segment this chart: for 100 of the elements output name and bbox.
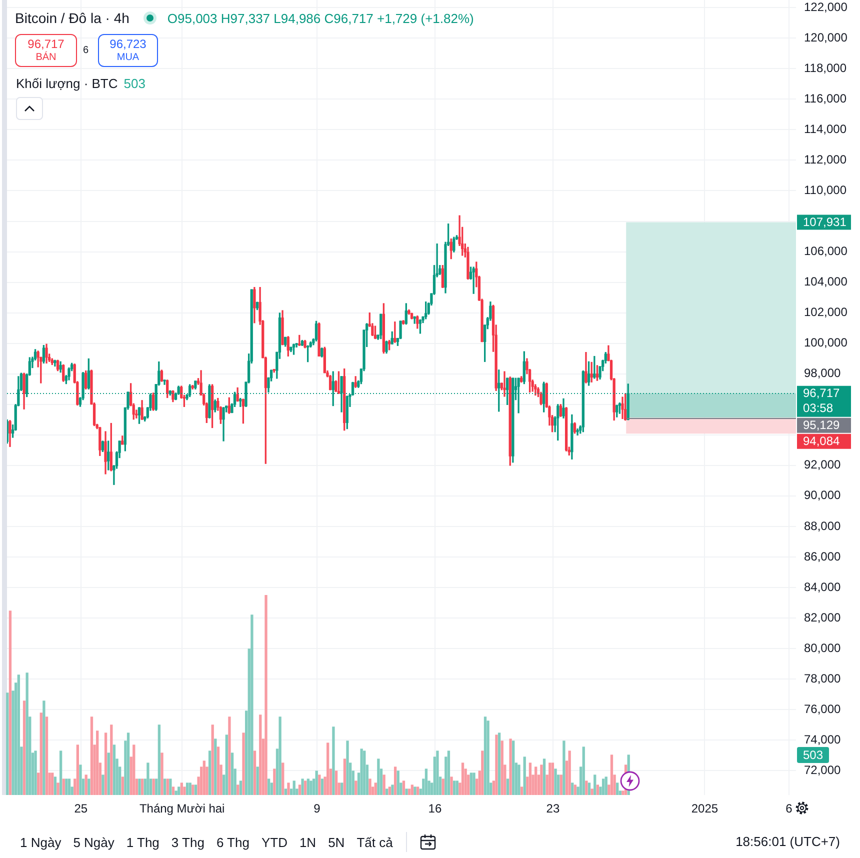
annotation: 503 (124, 76, 146, 91)
bar (236, 784, 239, 795)
bar (40, 712, 42, 795)
bar (520, 786, 523, 795)
bar (554, 768, 557, 795)
bar (228, 716, 231, 795)
text: 5 Ngày (73, 834, 114, 850)
bar (250, 614, 254, 795)
bar (436, 750, 439, 795)
annotation: 96,723 (110, 36, 146, 50)
bar (168, 778, 172, 795)
bar (315, 770, 318, 795)
bar (551, 762, 554, 795)
bar (258, 714, 262, 795)
bar (388, 786, 391, 795)
annotation: MUA (116, 50, 140, 64)
candlestick (503, 371, 506, 397)
bar (376, 758, 380, 795)
bar (17, 674, 20, 795)
y-tick-label: 100,000 (804, 336, 848, 350)
text: 1 Thg (126, 834, 160, 850)
bar (242, 732, 245, 795)
bar (596, 784, 599, 795)
bar (470, 772, 472, 795)
bar (574, 784, 576, 795)
chart-title: Khối lượng · BTC (16, 76, 118, 91)
bar (6, 692, 8, 795)
x-tick-label: 6 (786, 802, 793, 816)
bar (486, 720, 490, 795)
bar (278, 716, 282, 795)
bar (84, 774, 88, 795)
bar (239, 780, 242, 795)
bar (22, 700, 26, 795)
bar (368, 778, 372, 795)
bar (593, 774, 596, 795)
bar (225, 734, 228, 795)
bar (320, 778, 324, 795)
x-tick-label: 25 (74, 802, 88, 816)
y-tick-label: 88,000 (804, 518, 842, 533)
y-tick-label: 104,000 (804, 274, 848, 289)
bar (346, 740, 349, 795)
text: Bitcoin / Đô la · 4h (15, 10, 130, 26)
bar (191, 784, 194, 795)
bar (340, 782, 343, 795)
bar (461, 762, 464, 795)
bar (138, 778, 141, 795)
x-tick-label: Tháng Mười hai (139, 802, 225, 816)
bar (264, 595, 268, 795)
ref-line-label: 96,717 (803, 386, 840, 400)
bar (472, 772, 476, 795)
y-tick-label: 120,000 (804, 30, 848, 44)
bar (76, 744, 79, 795)
bar (447, 750, 450, 795)
bar (548, 762, 551, 795)
y-tick-label: 86,000 (804, 549, 842, 564)
bar (186, 782, 188, 795)
band-label: 107,931 (803, 215, 847, 230)
band-label: 94,084 (803, 434, 840, 448)
bar (616, 782, 618, 795)
bar (396, 770, 400, 795)
bar (452, 780, 456, 795)
bar (416, 786, 419, 795)
text: Tất cả (356, 834, 393, 850)
bar (45, 716, 48, 795)
bar (610, 754, 613, 795)
bar (110, 724, 112, 795)
bar (528, 762, 532, 795)
bar (484, 716, 486, 795)
y-tick-label: 76,000 (804, 702, 842, 716)
bar (121, 776, 124, 795)
bar (292, 780, 296, 795)
y-tick-label: 116,000 (804, 91, 847, 106)
bar (90, 716, 93, 795)
bar (306, 778, 310, 795)
y-tick-label: 110,000 (804, 183, 847, 198)
bar (284, 788, 287, 795)
bar (8, 610, 12, 795)
bar (343, 758, 346, 795)
y-tick-label: 102,000 (804, 305, 848, 320)
y-tick-label: 92,000 (804, 458, 842, 472)
y-tick-label: 74,000 (804, 732, 842, 746)
bar (523, 756, 526, 795)
y-tick-label: 122,000 (804, 0, 848, 14)
bar (177, 786, 180, 795)
y-tick-label: 82,000 (804, 610, 842, 624)
bar (163, 778, 166, 795)
bar (390, 784, 394, 795)
bar (588, 782, 590, 795)
bar (354, 780, 358, 795)
ref-line-label: 95,129 (803, 418, 840, 432)
bar (281, 762, 284, 795)
x-tick-label: 9 (314, 802, 321, 816)
bar (512, 740, 514, 795)
bar (166, 778, 169, 795)
bar (194, 784, 197, 795)
y-tick-label: 118,000 (804, 60, 847, 75)
bar (506, 778, 509, 795)
bar (408, 788, 410, 795)
text: YTD (261, 834, 288, 850)
bar (480, 750, 484, 795)
